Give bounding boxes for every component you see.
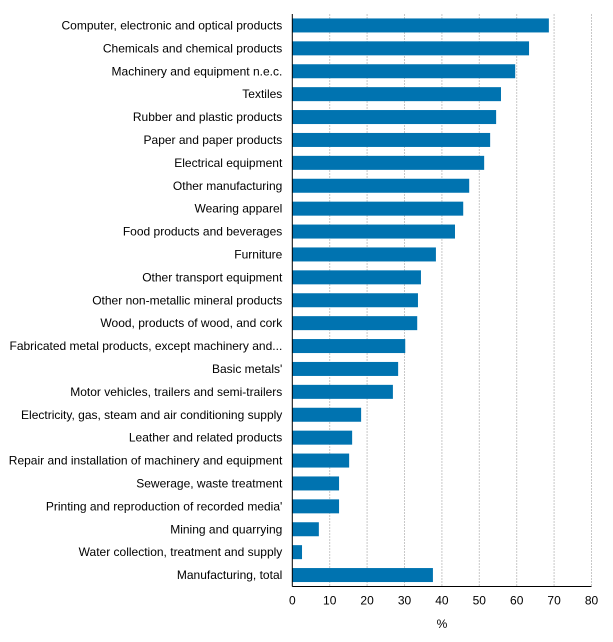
category-label: Other transport equipment	[142, 270, 283, 284]
category-label: Textiles	[242, 87, 282, 101]
bar	[292, 361, 399, 376]
bar	[292, 18, 549, 33]
x-tick-label: 20	[360, 594, 374, 608]
bar	[292, 155, 485, 170]
category-label: Food products and beverages	[123, 225, 282, 239]
bar	[292, 453, 350, 468]
bar	[292, 132, 491, 147]
x-tick-label: 70	[547, 594, 561, 608]
category-label: Electricity, gas, steam and air conditio…	[21, 408, 282, 422]
bar	[292, 41, 530, 56]
category-label: Mining and quarrying	[170, 522, 282, 536]
category-label: Wearing apparel	[194, 202, 282, 216]
category-label: Other manufacturing	[173, 179, 282, 193]
category-label: Leather and related products	[129, 431, 282, 445]
bar	[292, 201, 464, 216]
category-label: Water collection, treatment and supply	[79, 545, 283, 559]
category-label: Sewerage, waste treatment	[136, 476, 283, 490]
x-tick-labels: 0 10 20 30 40 50 60 70 80	[289, 594, 599, 608]
category-label: Paper and paper products	[144, 133, 283, 147]
bar	[292, 568, 433, 583]
category-label: Chemicals and chemical products	[103, 41, 282, 55]
category-label: Wood, products of wood, and cork	[100, 316, 283, 330]
bar	[292, 407, 362, 422]
category-labels: Computer, electronic and optical product…	[9, 18, 283, 582]
bar	[292, 247, 436, 262]
category-label: Printing and reproduction of recorded me…	[46, 499, 282, 513]
bar	[292, 384, 393, 399]
x-tick-label: 50	[473, 594, 487, 608]
bar	[292, 224, 455, 239]
x-tick-label: 0	[289, 594, 296, 608]
x-tick-label: 40	[435, 594, 449, 608]
bar	[292, 316, 418, 331]
bar	[292, 87, 501, 102]
category-label: Basic metals'	[212, 362, 282, 376]
category-label: Furniture	[234, 247, 282, 261]
bar	[292, 499, 340, 514]
category-label: Repair and installation of machinery and…	[9, 454, 283, 468]
category-label: Electrical equipment	[174, 156, 283, 170]
bar	[292, 270, 421, 285]
category-label: Rubber and plastic products	[133, 110, 282, 124]
x-axis-title: %	[437, 617, 448, 631]
x-tick-label: 80	[585, 594, 599, 608]
bar	[292, 293, 418, 308]
x-tick-label: 60	[510, 594, 524, 608]
category-label: Manufacturing, total	[177, 568, 282, 582]
category-label: Computer, electronic and optical product…	[62, 18, 283, 32]
category-label: Motor vehicles, trailers and semi-traile…	[70, 385, 282, 399]
bar	[292, 522, 319, 537]
bar	[292, 545, 303, 560]
bar	[292, 64, 516, 79]
category-label: Fabricated metal products, except machin…	[9, 339, 282, 353]
bar	[292, 430, 353, 445]
bars	[292, 18, 549, 583]
bar	[292, 476, 340, 491]
bar	[292, 178, 470, 193]
x-tick-label: 10	[323, 594, 337, 608]
x-tick-label: 30	[398, 594, 412, 608]
bar	[292, 110, 497, 125]
category-label: Other non-metallic mineral products	[92, 293, 282, 307]
bar	[292, 339, 406, 354]
category-label: Machinery and equipment n.e.c.	[112, 64, 283, 78]
